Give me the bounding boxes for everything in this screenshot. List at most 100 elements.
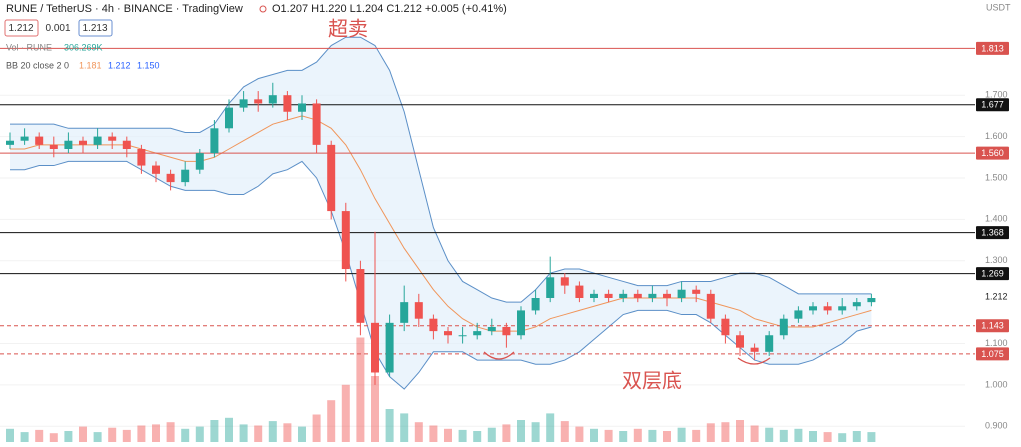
sell-box[interactable]	[4, 19, 39, 37]
candle-body	[444, 331, 452, 336]
volume-bar	[166, 422, 175, 442]
candle-body	[458, 335, 467, 337]
volume-bar	[677, 427, 686, 442]
volume-bar	[663, 431, 671, 442]
volume-legend: Vol · RUNE	[6, 42, 52, 52]
candle-body	[312, 103, 321, 145]
volume-layer	[6, 337, 876, 442]
volume-bar	[181, 428, 190, 442]
bollinger-middle	[10, 115, 872, 332]
level-label: 1.143	[981, 321, 1004, 331]
candle-body	[356, 269, 365, 323]
candle-body	[736, 335, 744, 348]
level-label: 1.813	[981, 43, 1004, 53]
candle-layer	[6, 82, 876, 385]
volume-bar	[400, 413, 409, 442]
volume-bar	[604, 429, 613, 442]
buy-box[interactable]	[78, 19, 113, 37]
candle-body	[663, 293, 671, 298]
candle-body	[283, 95, 292, 112]
volume-value: 306.269K	[64, 42, 103, 52]
volume-bar	[341, 384, 350, 442]
y-tick-label: 1.000	[985, 379, 1008, 389]
volume-bar	[546, 413, 555, 442]
candle-body	[546, 277, 555, 298]
volume-bar	[152, 424, 160, 442]
level-tag	[976, 319, 1009, 333]
volume-bar	[371, 376, 379, 442]
bb-legend: BB 20 close 2 0	[6, 60, 69, 70]
volume-bar	[210, 420, 219, 442]
candle-body	[429, 318, 438, 332]
candle-body	[531, 298, 540, 311]
candle-body	[166, 173, 175, 183]
y-tick-label: 0.900	[985, 421, 1008, 431]
level-tag	[976, 347, 1009, 361]
level-label: 1.368	[981, 227, 1004, 237]
candle-body	[473, 331, 482, 336]
candle-body	[677, 289, 686, 298]
volume-bar	[706, 423, 715, 442]
status-dot	[259, 5, 267, 13]
volume-bar	[487, 427, 496, 442]
volume-bar	[692, 429, 701, 442]
candle-body	[137, 149, 146, 166]
level-label: 1.075	[981, 349, 1004, 359]
y-tick-label: 1.600	[985, 131, 1008, 141]
candle-body	[298, 103, 306, 112]
volume-bar	[531, 422, 540, 442]
y-unit: USDT	[986, 2, 1011, 12]
volume-bar	[254, 425, 263, 442]
candle-body	[254, 99, 263, 104]
candle-body	[590, 293, 598, 298]
annotation-oversold: 超卖	[328, 17, 368, 41]
label-layer: RUNE / TetherUS · 4h · BINANCE · Trading…	[4, 2, 1011, 431]
bb-lower-value: 1.150	[137, 60, 160, 70]
bottom-arc	[737, 357, 771, 365]
volume-bar	[239, 424, 248, 442]
volume-bar	[736, 420, 744, 442]
volume-bar	[867, 432, 876, 442]
volume-bar	[809, 431, 817, 442]
candle-body	[239, 99, 248, 108]
volume-bar	[414, 422, 423, 442]
volume-bar	[312, 414, 321, 442]
candle-body	[79, 140, 87, 145]
volume-bar	[64, 431, 73, 442]
level-label: 1.677	[981, 100, 1004, 110]
volume-bar	[633, 428, 642, 442]
candle-body	[633, 293, 642, 298]
candle-body	[93, 136, 102, 145]
volume-bar	[385, 409, 394, 442]
candle-body	[517, 310, 525, 336]
volume-bar	[794, 428, 803, 442]
sell-price: 1.212	[8, 23, 33, 34]
volume-bar	[590, 428, 598, 442]
candle-body	[225, 107, 233, 129]
y-tick-label: 1.500	[985, 172, 1008, 182]
volume-bar	[6, 428, 14, 442]
volume-bar	[298, 426, 306, 442]
volume-bar	[356, 337, 365, 442]
candle-body	[809, 306, 817, 311]
volume-bar	[560, 421, 569, 442]
level-tag	[976, 226, 1009, 240]
volume-bar	[137, 425, 146, 442]
candle-body	[619, 293, 628, 298]
candle-body	[385, 322, 394, 373]
volume-bar	[852, 431, 861, 442]
spread: 0.001	[45, 23, 70, 34]
volume-bar	[721, 422, 730, 442]
volume-bar	[619, 431, 628, 442]
volume-bar	[225, 417, 233, 442]
candle-body	[750, 347, 759, 352]
candle-body	[152, 165, 160, 174]
candle-body	[195, 153, 204, 170]
ohlc: O1.207 H1.220 L1.204 C1.212 +0.005 (+0.4…	[272, 3, 507, 15]
level-label: 1.560	[981, 148, 1004, 158]
volume-bar	[429, 425, 438, 442]
candle-body	[327, 144, 336, 212]
candle-body	[575, 285, 584, 298]
volume-bar	[765, 427, 774, 442]
